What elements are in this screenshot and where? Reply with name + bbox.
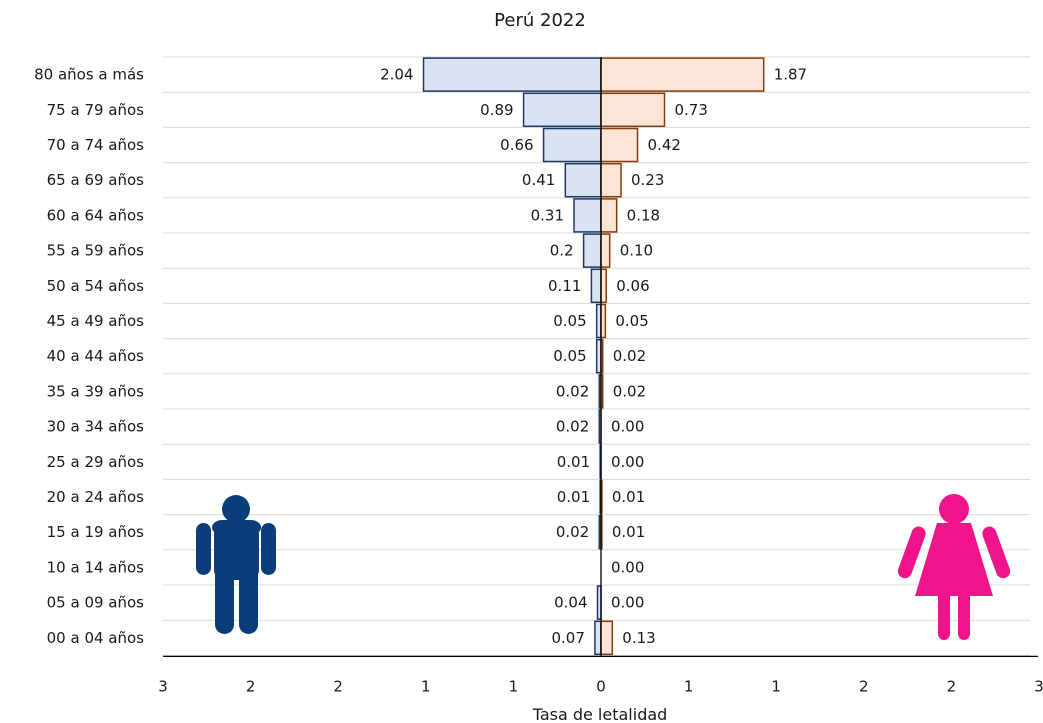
category-label: 15 a 19 años [47,523,145,541]
x-tick-label: 1 [509,677,519,695]
male-value-label: 0.31 [531,206,564,224]
chart-title: Perú 2022 [494,10,586,31]
female-bar [600,92,666,128]
female-person-icon [897,494,1011,640]
category-label: 30 a 34 años [47,418,145,436]
male-value-label: 0.02 [556,382,589,400]
male-person-icon [196,495,276,634]
male-value-label: 0.02 [556,418,589,436]
x-tick-label: 3 [158,677,168,695]
male-value-label: 0.07 [552,629,585,647]
category-label: 65 a 69 años [47,171,145,189]
female-value-label: 0.02 [613,347,646,365]
female-bar [600,198,618,233]
category-label: 40 a 44 años [47,347,145,365]
category-label: 25 a 29 años [47,453,145,471]
male-bar [582,233,602,268]
female-value-label: 0.10 [620,242,653,260]
female-bar [600,620,614,656]
x-tick-label: 2 [947,677,957,695]
female-value-label: 0.13 [622,629,655,647]
female-value-label: 0.00 [611,558,644,576]
x-tick-label: 3 [1034,677,1043,695]
x-tick-label: 2 [246,677,256,695]
x-tick-label: 2 [333,677,343,695]
male-bar [422,57,602,92]
category-label: 75 a 79 años [47,101,145,119]
x-axis: 3 2 2 1 1 0 1 1 2 2 3 [158,57,1043,695]
x-axis-title: Tasa de letalidad [532,705,668,723]
data-labels: 2.04 1.87 0.89 0.73 0.66 0.42 0.41 0.23 0.31 0.18… [380,66,807,647]
x-tick-label: 2 [859,677,869,695]
male-bar [522,92,602,128]
category-label: 60 a 64 años [47,206,145,224]
category-label: 00 a 04 años [47,629,145,647]
category-label: 70 a 74 años [47,136,145,154]
female-value-label: 0.06 [616,277,649,295]
category-label: 10 a 14 años [47,558,145,576]
bars [422,57,765,656]
male-bar [564,162,602,198]
male-value-label: 0.01 [557,453,590,471]
female-value-label: 0.01 [612,488,645,506]
female-value-label: 0.02 [613,382,646,400]
gridlines [163,56,1030,656]
male-value-label: 0.41 [522,171,555,189]
female-value-label: 0.00 [611,594,644,612]
male-value-label: 0.2 [550,242,574,260]
female-bar [600,233,611,268]
female-bar [600,268,607,304]
category-label: 80 años a más [34,66,144,84]
category-labels: 80 años a más 75 a 79 años 70 a 74 años 65 … [34,66,144,647]
male-bar [542,127,602,163]
category-label: 55 a 59 años [47,242,145,260]
male-value-label: 0.02 [556,523,589,541]
male-bar [573,198,602,233]
male-value-label: 0.04 [554,594,587,612]
male-value-label: 0.66 [500,136,533,154]
female-value-label: 0.00 [611,453,644,471]
female-value-label: 0.42 [648,136,681,154]
female-value-label: 0.18 [627,206,660,224]
male-value-label: 0.89 [480,101,513,119]
female-value-label: 0.73 [675,101,708,119]
male-value-label: 0.05 [553,347,586,365]
category-label: 50 a 54 años [47,277,145,295]
female-value-label: 1.87 [774,66,807,84]
male-value-label: 0.05 [553,312,586,330]
female-value-label: 0.23 [631,171,664,189]
male-value-label: 0.01 [557,488,590,506]
female-bar [600,162,622,198]
male-value-label: 2.04 [380,66,413,84]
female-bar [600,57,765,92]
category-label: 45 a 49 años [47,312,145,330]
category-label: 05 a 09 años [47,594,145,612]
female-value-label: 0.00 [611,418,644,436]
female-bar [600,127,639,163]
x-tick-label: 1 [421,677,431,695]
x-tick-label: 0 [596,677,606,695]
female-value-label: 0.01 [612,523,645,541]
category-label: 35 a 39 años [47,382,145,400]
male-bar [590,268,602,304]
male-bar [594,620,602,656]
female-bar [600,303,607,339]
x-tick-label: 1 [771,677,781,695]
category-label: 20 a 24 años [47,488,145,506]
x-tick-label: 1 [684,677,694,695]
male-value-label: 0.11 [548,277,581,295]
female-value-label: 0.05 [615,312,648,330]
